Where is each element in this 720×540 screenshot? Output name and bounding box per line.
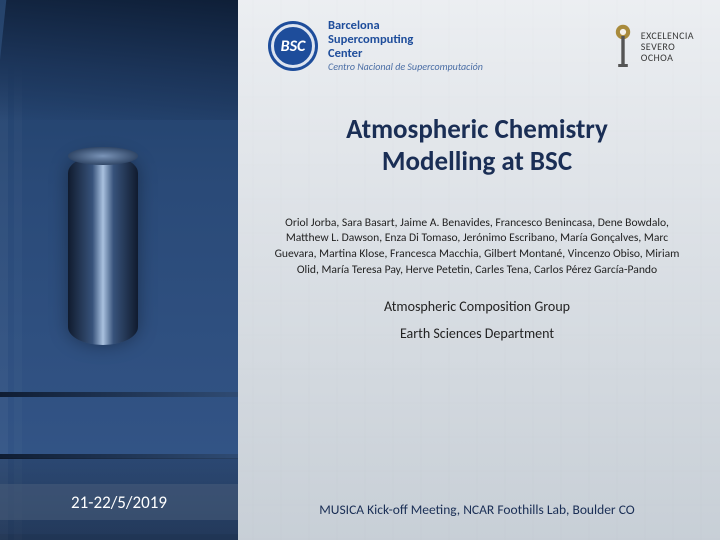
bsc-logo-line: Center — [328, 47, 483, 61]
authors-list: Oriol Jorba, Sara Basart, Jaime A. Benav… — [274, 216, 680, 279]
severo-ochoa-icon — [613, 24, 633, 68]
date-text: 21-22/5/2019 — [71, 492, 167, 513]
bsc-logo-disc-icon: BSC — [268, 21, 318, 71]
severo-ochoa-text: EXCELENCIA SEVERO OCHOA — [641, 30, 694, 63]
left-band-ceiling — [0, 0, 238, 120]
title-line: Atmospheric Chemistry — [346, 113, 608, 146]
bsc-logo: BSC Barcelona Supercomputing Center Cent… — [268, 19, 483, 72]
severo-ochoa-logo: EXCELENCIA SEVERO OCHOA — [613, 24, 694, 68]
ochoa-line: EXCELENCIA — [641, 30, 694, 41]
bsc-logo-line: Supercomputing — [328, 33, 483, 47]
bsc-logo-line: Barcelona — [328, 19, 483, 33]
ochoa-line: OCHOA — [641, 52, 694, 63]
left-photo-band — [0, 0, 238, 540]
left-band-revolving-door — [68, 155, 138, 345]
ochoa-line: SEVERO — [641, 41, 694, 52]
date-pill: 21-22/5/2019 — [0, 484, 238, 520]
main-content-panel: Atmospheric Chemistry Modelling at BSC O… — [248, 96, 706, 470]
slide-title: Atmospheric Chemistry Modelling at BSC — [346, 114, 608, 178]
footer-venue: MUSICA Kick-off Meeting, NCAR Foothills … — [248, 501, 706, 518]
left-band-railing — [0, 392, 238, 397]
group-name: Atmospheric Composition Group — [384, 298, 570, 315]
title-line: Modelling at BSC — [382, 145, 572, 178]
title-slide: BSC Barcelona Supercomputing Center Cent… — [0, 0, 720, 540]
bsc-logo-subtitle: Centro Nacional de Supercomputación — [328, 61, 483, 72]
bsc-logo-text: Barcelona Supercomputing Center Centro N… — [328, 19, 483, 72]
logo-row: BSC Barcelona Supercomputing Center Cent… — [268, 16, 694, 76]
department-name: Earth Sciences Department — [400, 325, 554, 342]
